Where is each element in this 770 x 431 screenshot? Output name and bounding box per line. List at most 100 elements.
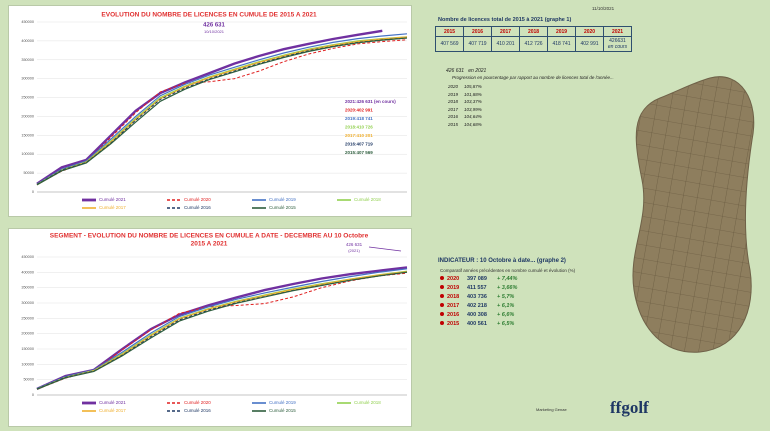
legend-entry: Cumulé 2021	[99, 197, 126, 202]
legend-entry: Cumulé 2016	[184, 408, 211, 413]
year: 2018	[447, 294, 460, 300]
change: + 5,7%	[497, 294, 515, 300]
legend-entry: Cumulé 2020	[184, 400, 211, 405]
annotation-arrow	[368, 246, 402, 252]
y-tick-label: 200000	[21, 114, 34, 118]
y-tick-label: 350000	[21, 286, 34, 290]
count: 400 308	[467, 312, 487, 318]
y-tick-label: 50000	[23, 171, 34, 175]
count: 402 218	[467, 303, 487, 309]
cell: 412 726	[519, 36, 548, 52]
legend-entry: Cumulé 2019	[269, 400, 296, 405]
year: 2016	[448, 114, 459, 119]
legend-label: 2016:407 719	[345, 142, 373, 147]
chart-title: 2015 A 2021	[191, 241, 228, 248]
y-tick-label: 250000	[21, 316, 34, 320]
y-tick-label: 250000	[21, 96, 34, 100]
year: 2017	[448, 106, 459, 112]
percent: 103,37%	[464, 99, 482, 104]
progression-row: 2019 101,88%	[448, 92, 482, 97]
change: + 3,66%	[497, 285, 518, 291]
y-tick-label: 50000	[23, 378, 34, 382]
change: + 6,1%	[497, 303, 515, 309]
legend-entry: Cumulé 2015	[269, 408, 296, 413]
y-tick-label: 100000	[21, 152, 34, 156]
progression-row: 2018 103,37%	[448, 99, 482, 104]
series-line	[36, 271, 408, 390]
date: 11/10/2021	[592, 6, 615, 11]
header-cell: 2017	[491, 26, 520, 37]
legend-entry: Cumulé 2016	[184, 205, 211, 210]
year: 2015	[448, 121, 459, 127]
progression-total: 426 631 en 2021	[446, 68, 486, 74]
indicator-title: INDICATEUR : 10 Octobre à date... (graph…	[438, 258, 566, 264]
count: 397 089	[467, 276, 487, 282]
table: 2015 2016 2017 2018 2019 2020 2021 407 569 407 …	[435, 26, 632, 52]
logo: ffgolf	[610, 398, 649, 417]
indicator-row: 2018 403 736 + 5,7%	[440, 294, 514, 300]
y-tick-label: 450000	[21, 20, 34, 24]
header-cell: 2018	[519, 26, 548, 37]
chart: EVOLUTION DU NOMBRE DE LICENCES EN CUMUL…	[21, 12, 408, 210]
percent: 104,64%	[464, 114, 482, 119]
y-tick-label: 150000	[21, 347, 34, 351]
year: 2020	[447, 276, 460, 282]
chart-title: EVOLUTION DU NOMBRE DE LICENCES EN CUMUL…	[101, 12, 317, 19]
bullet	[440, 294, 444, 298]
annotation: (2021)	[348, 248, 360, 253]
percent: 103,99%	[464, 106, 482, 112]
change: + 6,6%	[497, 312, 515, 318]
y-tick-label: 0	[32, 190, 34, 194]
y-tick-label: 100000	[21, 362, 34, 366]
header-cell: 2020	[575, 26, 604, 37]
year: 2018	[448, 99, 459, 104]
series-line	[36, 37, 408, 186]
y-tick-label: 300000	[21, 77, 34, 81]
header-cell: 2019	[547, 26, 576, 37]
series-line	[36, 29, 383, 185]
change: + 7,44%	[497, 276, 518, 282]
green-shape	[632, 76, 755, 353]
annotation: 426 631	[346, 242, 363, 247]
change: + 6,5%	[497, 321, 515, 327]
cell: 402 991	[575, 36, 604, 52]
header-cell: 2021	[603, 26, 632, 37]
chart: SEGMENT - EVOLUTION DU NOMBRE DE LICENCE…	[21, 233, 408, 413]
legend-entry: Cumulé 2020	[184, 197, 211, 202]
legend-label: 2021:426 631 (en cours)	[345, 99, 396, 104]
chart-panel: SEGMENT - EVOLUTION DU NOMBRE DE LICENCE…	[8, 228, 412, 427]
header-cell: 2016	[463, 26, 492, 37]
legend-label: 2015:407 569	[345, 150, 373, 155]
progression-caption: Progression en pourcentage par rapport a…	[452, 75, 614, 80]
indicator-row: 2016 400 308 + 6,6%	[440, 312, 514, 318]
cell: 426631 en cours	[603, 36, 632, 52]
golf-green	[632, 76, 755, 353]
legend-entry: Cumulé 2017	[99, 408, 126, 413]
bullet	[440, 303, 444, 307]
year: 2019	[448, 91, 459, 97]
total-note: en 2021	[468, 68, 487, 74]
progression-row: 2016 104,64%	[448, 114, 482, 119]
header-cell: 2015	[435, 26, 464, 37]
legend-label: 2020:402 991	[345, 108, 373, 113]
indicator-row: 2017 402 218 + 6,1%	[440, 303, 514, 309]
indicator-row: 2020 397 089 + 7,44%	[440, 276, 517, 282]
legend-label: 2019:418 741	[345, 116, 373, 121]
year: 2017	[447, 303, 460, 309]
legend-entry: Cumulé 2019	[269, 197, 296, 202]
legend-label: 2017:410 201	[345, 133, 373, 138]
y-tick-label: 400000	[21, 270, 34, 274]
legend-entry: Cumulé 2018	[354, 197, 381, 202]
annotation: 10/10/2021	[204, 29, 225, 34]
cell-note: en cours	[607, 44, 628, 50]
cell-value: 426631	[609, 38, 626, 44]
progression-row: 2017 103,99%	[448, 107, 482, 112]
y-tick-label: 200000	[21, 332, 34, 336]
y-tick-label: 350000	[21, 58, 34, 62]
total: 426 631	[446, 68, 465, 74]
progression-row: 2020 105,87%	[448, 84, 482, 89]
table-title: Nombre de licences total de 2015 à 2021 …	[438, 17, 572, 23]
indicator-row: 2015 400 561 + 6,5%	[440, 321, 514, 327]
legend-label: 2018:410 726	[345, 125, 373, 130]
